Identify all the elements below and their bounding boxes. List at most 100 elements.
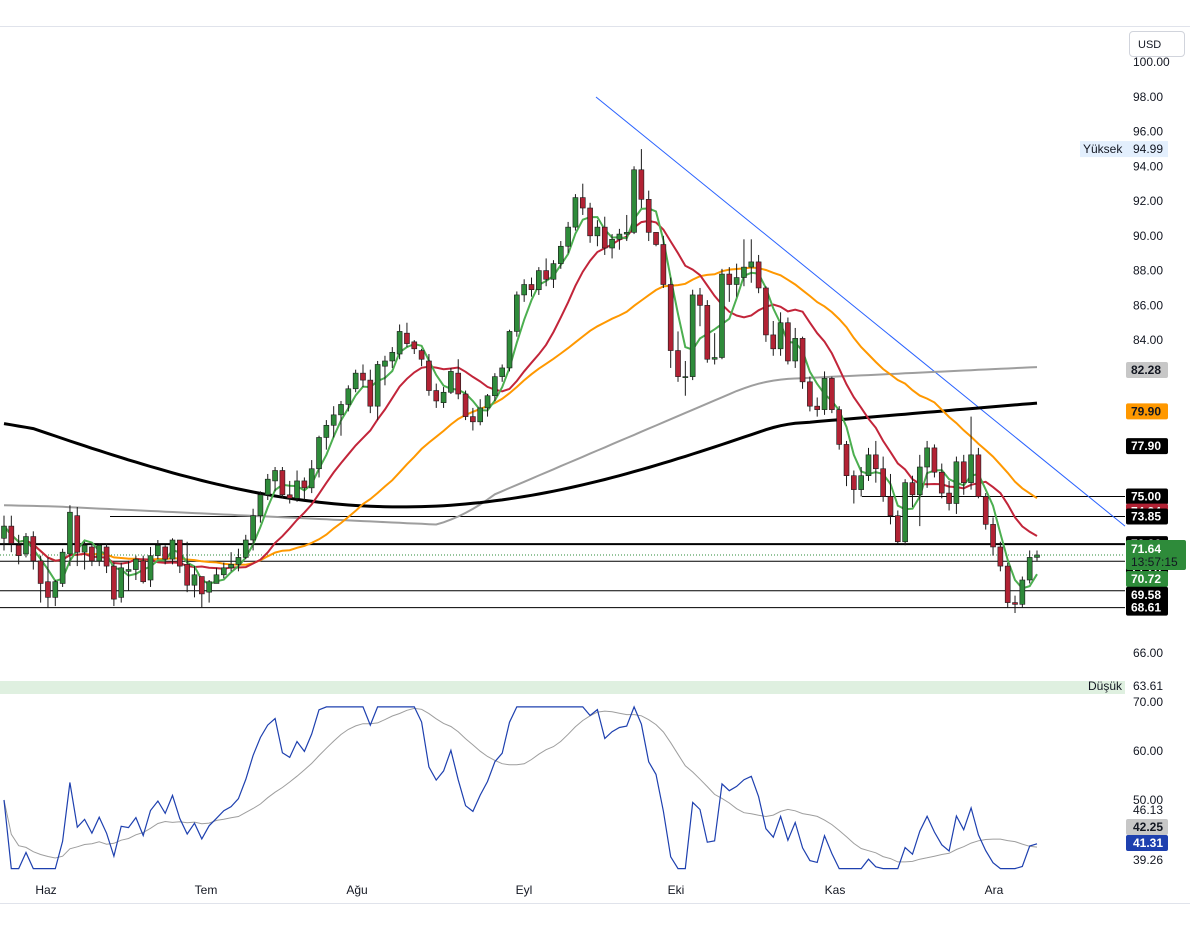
candle-body	[667, 284, 674, 351]
candle-body	[550, 263, 557, 280]
candle-body	[726, 273, 733, 285]
price-labels: 82.2879.9077.9075.0074.9473.8572.2671.28…	[1080, 141, 1186, 867]
candle-body	[858, 475, 864, 490]
candle-body	[301, 480, 308, 489]
level-value-label-bg	[1126, 570, 1168, 587]
ma-value-label-bg	[1126, 403, 1168, 420]
candle-body	[755, 261, 762, 289]
candle-body	[587, 207, 593, 237]
candle-body	[418, 350, 425, 360]
candle-body	[81, 544, 88, 553]
candle-body	[609, 239, 615, 249]
candle-body	[111, 565, 117, 600]
candle-body	[389, 351, 396, 362]
candle-body	[565, 226, 571, 247]
price-tick-label: 96.00	[1133, 125, 1163, 139]
ma-gray-line	[3, 366, 1038, 526]
ma-value-label-bg	[1126, 362, 1168, 379]
candle-body	[543, 270, 549, 280]
candle-body	[623, 232, 630, 235]
month-label: Kas	[825, 883, 846, 897]
high-value-bg	[1126, 141, 1168, 158]
candle-body	[931, 447, 938, 473]
price-tick-label: 90.00	[1133, 229, 1163, 243]
candle-body	[250, 515, 256, 541]
candle-body	[777, 322, 784, 350]
candle-body	[1034, 554, 1040, 558]
candle-body	[323, 424, 330, 438]
high-value: 94.99	[1133, 142, 1163, 156]
rsi-value-label: 46.13	[1133, 803, 1163, 817]
candle-body	[257, 494, 264, 516]
candle-body	[807, 381, 813, 407]
candle-body	[360, 372, 366, 381]
trendline	[595, 96, 1126, 527]
rsi-value-label: 41.31	[1133, 836, 1163, 850]
level-value-label: 69.58	[1131, 588, 1161, 602]
month-label: Eyl	[516, 883, 533, 897]
candle-body	[975, 454, 982, 497]
candle-body	[316, 437, 322, 470]
level-value-label-bg	[1126, 488, 1168, 505]
price-tick-label: 98.00	[1133, 90, 1163, 104]
candle-body	[206, 581, 212, 593]
candle-body	[118, 567, 125, 598]
candle-body	[653, 232, 659, 245]
moving-averages	[3, 207, 1038, 590]
candle-body	[990, 524, 996, 548]
candle-body	[741, 266, 747, 278]
countdown-label: 13:57:15	[1131, 555, 1178, 569]
candle-body	[455, 372, 462, 395]
candle-body	[865, 454, 872, 477]
candle-body	[528, 284, 535, 291]
candle-body	[1004, 565, 1011, 603]
price-tick-label: 88.00	[1133, 264, 1163, 278]
candle-body	[506, 331, 513, 369]
candle-body	[264, 478, 271, 496]
candle-body	[704, 305, 711, 360]
candle-body	[162, 546, 168, 560]
candle-body	[477, 407, 484, 423]
candle-body	[719, 273, 725, 358]
candlesticks	[1, 149, 1040, 614]
candle-body	[177, 539, 183, 567]
candle-body	[960, 461, 967, 483]
candle-body	[338, 404, 344, 416]
candle-body	[59, 551, 66, 584]
candle-body	[953, 461, 960, 504]
month-label: Eki	[668, 883, 685, 897]
candle-body	[601, 226, 608, 249]
rsi-value-label: 39.26	[1133, 853, 1163, 867]
candle-body	[880, 468, 886, 497]
rsi-tick-label: 50.00	[1133, 793, 1163, 807]
rsi-tick-label: 70.00	[1133, 695, 1163, 709]
candle-body	[711, 357, 718, 360]
candle-body	[697, 294, 703, 306]
candle-body	[228, 564, 234, 569]
price-tick-label: 66.00	[1133, 646, 1163, 660]
candle-body	[382, 360, 388, 367]
candle-body	[770, 334, 777, 350]
candle-body	[521, 284, 527, 296]
candle-body	[96, 544, 103, 562]
candle-body	[660, 244, 667, 285]
low-zone-band	[0, 681, 1125, 694]
candle-body	[352, 372, 359, 390]
price-tick-label: 100.00	[1133, 55, 1170, 69]
candle-body	[902, 482, 908, 543]
candle-body	[733, 277, 740, 285]
level-value-label: 75.00	[1131, 490, 1161, 504]
candle-body	[484, 395, 491, 409]
ma-orange-line	[3, 266, 1038, 566]
candle-body	[433, 390, 440, 402]
candle-body	[887, 496, 894, 516]
currency-button[interactable]: USD	[1129, 31, 1185, 57]
candle-body	[191, 574, 198, 586]
ma-value-label: 82.28	[1131, 363, 1161, 377]
candle-body	[924, 447, 930, 468]
rsi-ma-line	[3, 707, 1038, 863]
candle-body	[968, 454, 974, 483]
candle-body	[330, 414, 337, 426]
